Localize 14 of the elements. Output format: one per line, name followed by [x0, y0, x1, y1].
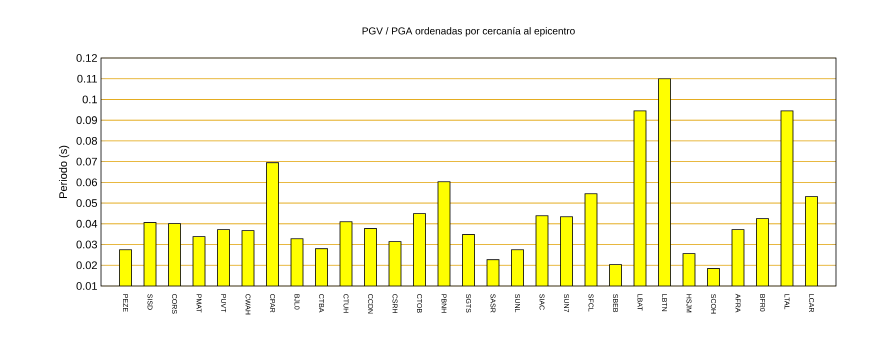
y-axis-title: Periodo (s)	[58, 146, 70, 198]
y-tick-label: 0.09	[76, 116, 97, 124]
y-tick-label: 0.07	[76, 158, 97, 166]
chart-title: PGV / PGA ordenadas por cercanía al epicentro	[362, 27, 575, 36]
y-tick-label: 0.05	[76, 199, 98, 207]
y-tick-label: 0.03	[76, 240, 97, 248]
y-tick-label: 0.01	[76, 282, 97, 290]
y-tick-label: 0.02	[76, 261, 97, 270]
y-tick-label: 0.04	[76, 220, 98, 228]
y-tick-label: 0.12	[76, 54, 97, 62]
y-tick-label: 0.11	[77, 74, 97, 83]
y-tick-label: 0.08	[76, 137, 97, 145]
y-tick-label: 0.06	[76, 178, 97, 186]
y-tick-label: 0.1	[82, 96, 97, 104]
